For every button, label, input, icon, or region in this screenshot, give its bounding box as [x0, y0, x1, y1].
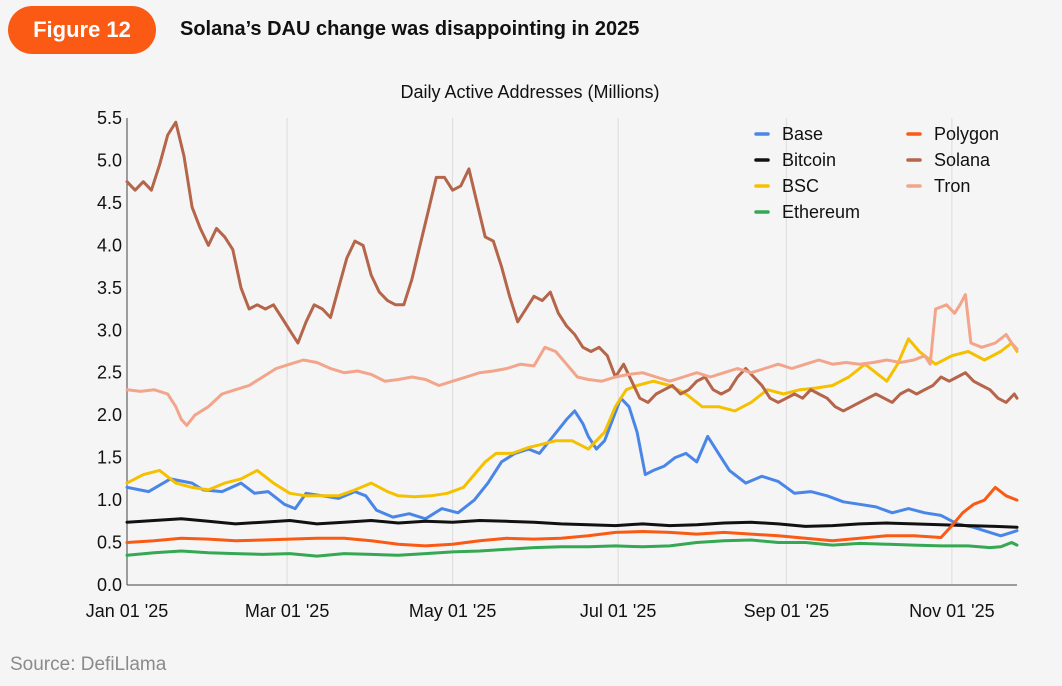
x-tick-label: Jan 01 '25	[86, 601, 169, 621]
legend: Base Bitcoin BSC Ethereum Polygon Solana Tron	[754, 124, 999, 222]
legend-label-polygon: Polygon	[934, 124, 999, 144]
y-tick-label: 3.5	[97, 278, 122, 298]
y-tick-label: 5.5	[97, 108, 122, 128]
x-tick-label: Nov 01 '25	[909, 601, 995, 621]
legend-label-ethereum: Ethereum	[782, 202, 860, 222]
series-line-ethereum	[125, 538, 1019, 558]
y-tick-label: 5.0	[97, 150, 122, 170]
legend-label-solana: Solana	[934, 150, 991, 170]
x-tick-label: May 01 '25	[409, 601, 497, 621]
chart-title: Daily Active Addresses (Millions)	[400, 82, 659, 102]
line-chart: Daily Active Addresses (Millions) 0.0 0.5…	[86, 82, 1019, 621]
series-line-bsc	[125, 337, 1019, 499]
x-tick-label: Jul 01 '25	[580, 601, 657, 621]
series-line-bitcoin	[125, 517, 1019, 529]
x-tick-label: Mar 01 '25	[245, 601, 329, 621]
x-axis: Jan 01 '25 Mar 01 '25 May 01 '25 Jul 01 '25…	[86, 584, 1017, 621]
y-tick-label: 1.0	[97, 490, 122, 510]
legend-label-bitcoin: Bitcoin	[782, 150, 836, 170]
x-tick-label: Sep 01 '25	[744, 601, 830, 621]
y-tick-label: 4.5	[97, 193, 122, 213]
y-tick-label: 3.0	[97, 320, 122, 340]
legend-label-bsc: BSC	[782, 176, 819, 196]
y-tick-label: 4.0	[97, 235, 122, 255]
series-line-solana	[125, 120, 1019, 413]
figure-title: Solana’s DAU change was disappointing in…	[180, 18, 640, 40]
figure-label-badge: Figure 12	[8, 6, 156, 54]
y-tick-label: 2.0	[97, 405, 122, 425]
series-line-tron	[125, 293, 1019, 427]
y-tick-label: 1.5	[97, 448, 122, 468]
y-axis: 0.0 0.5 1.0 1.5 2.0 2.5 3.0 3.5 4.0 4.5 5.0 5.5	[97, 108, 128, 595]
series-line-base	[125, 396, 1019, 538]
y-tick-label: 0.0	[97, 575, 122, 595]
gridlines	[126, 118, 953, 585]
series-lines	[125, 120, 1019, 558]
legend-label-tron: Tron	[934, 176, 970, 196]
y-tick-label: 0.5	[97, 533, 122, 553]
source-note: Source: DefiLlama	[10, 654, 167, 675]
y-tick-label: 2.5	[97, 363, 122, 383]
series-line-polygon	[125, 485, 1019, 548]
legend-label-base: Base	[782, 124, 823, 144]
